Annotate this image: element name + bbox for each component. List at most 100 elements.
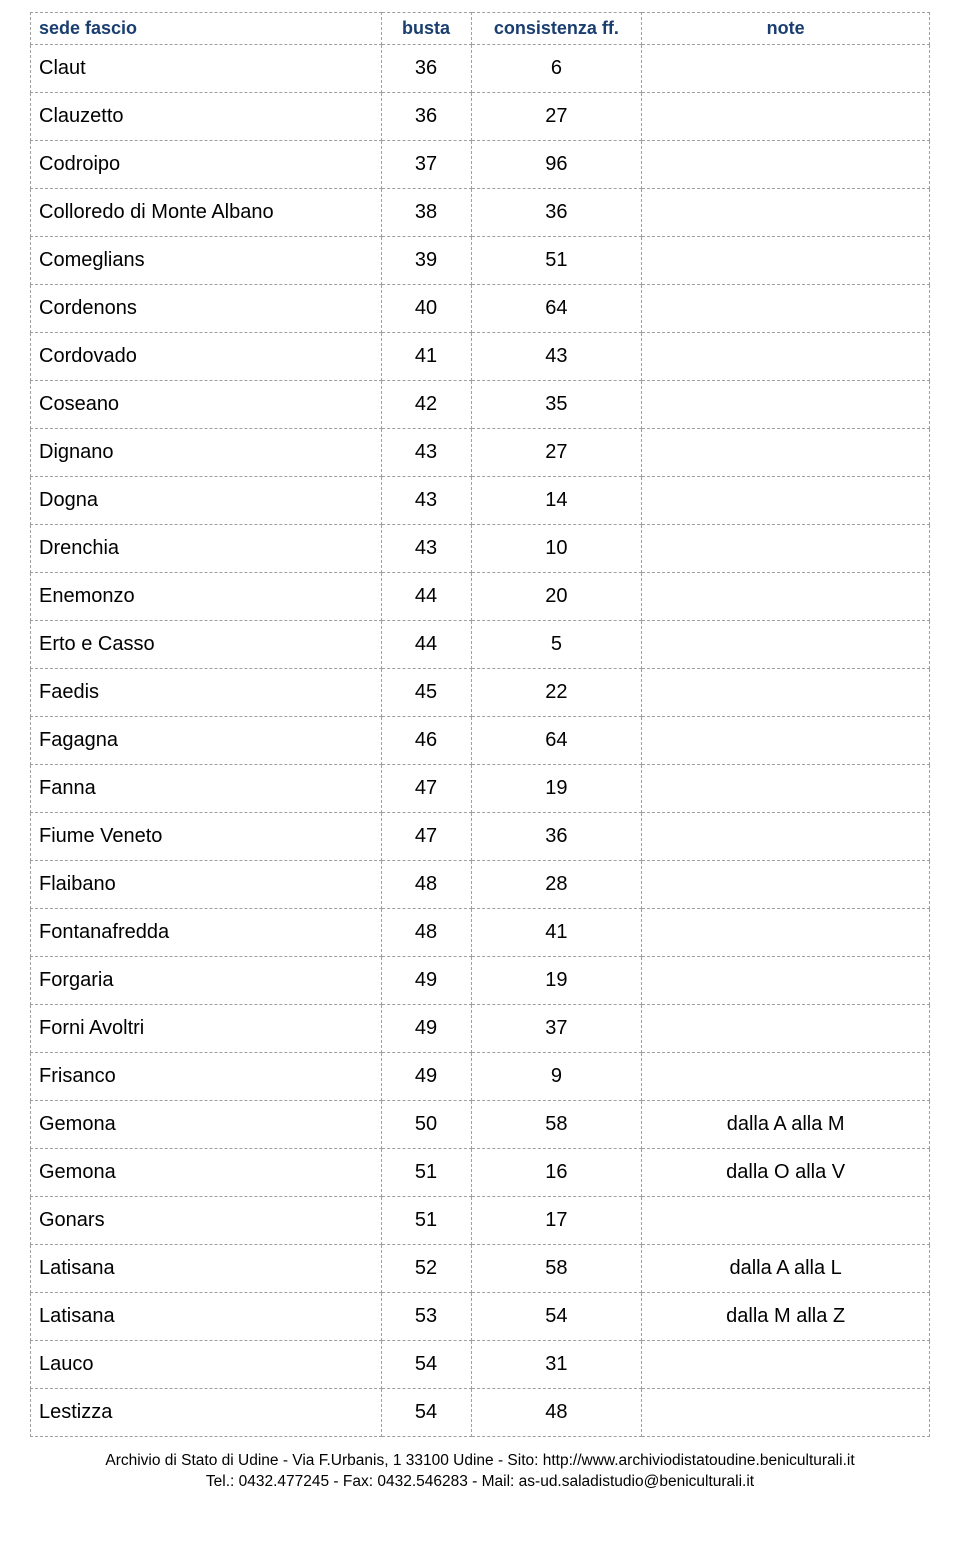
cell-consistenza: 96 <box>471 141 642 189</box>
cell-busta: 36 <box>381 93 471 141</box>
cell-consistenza: 17 <box>471 1197 642 1245</box>
cell-busta: 39 <box>381 237 471 285</box>
cell-consistenza: 5 <box>471 621 642 669</box>
cell-consistenza: 51 <box>471 237 642 285</box>
cell-busta: 53 <box>381 1293 471 1341</box>
cell-busta: 43 <box>381 525 471 573</box>
cell-consistenza: 10 <box>471 525 642 573</box>
table-row: Gonars5117 <box>31 1197 930 1245</box>
table-row: Fanna4719 <box>31 765 930 813</box>
cell-busta: 41 <box>381 333 471 381</box>
table-row: Colloredo di Monte Albano3836 <box>31 189 930 237</box>
cell-consistenza: 19 <box>471 765 642 813</box>
col-header-consistenza: consistenza ff. <box>471 13 642 45</box>
cell-consistenza: 36 <box>471 813 642 861</box>
cell-sede: Forgaria <box>31 957 382 1005</box>
cell-sede: Lestizza <box>31 1389 382 1437</box>
cell-sede: Fagagna <box>31 717 382 765</box>
cell-sede: Coseano <box>31 381 382 429</box>
cell-note <box>642 1389 930 1437</box>
table-row: Coseano4235 <box>31 381 930 429</box>
cell-note <box>642 1005 930 1053</box>
table-row: Gemona5058dalla A alla M <box>31 1101 930 1149</box>
cell-sede: Enemonzo <box>31 573 382 621</box>
cell-sede: Dignano <box>31 429 382 477</box>
table-row: Comeglians3951 <box>31 237 930 285</box>
cell-sede: Clauzetto <box>31 93 382 141</box>
cell-sede: Fontanafredda <box>31 909 382 957</box>
cell-consistenza: 16 <box>471 1149 642 1197</box>
table-row: Cordovado4143 <box>31 333 930 381</box>
cell-busta: 42 <box>381 381 471 429</box>
table-row: Clauzetto3627 <box>31 93 930 141</box>
cell-consistenza: 14 <box>471 477 642 525</box>
page-footer: Archivio di Stato di Udine - Via F.Urban… <box>0 1437 960 1501</box>
cell-consistenza: 41 <box>471 909 642 957</box>
footer-line-1: Archivio di Stato di Udine - Via F.Urban… <box>0 1451 960 1472</box>
cell-note <box>642 621 930 669</box>
table-row: Lestizza5448 <box>31 1389 930 1437</box>
cell-sede: Colloredo di Monte Albano <box>31 189 382 237</box>
cell-consistenza: 58 <box>471 1245 642 1293</box>
cell-note <box>642 717 930 765</box>
col-header-sede: sede fascio <box>31 13 382 45</box>
table-row: Erto e Casso445 <box>31 621 930 669</box>
cell-sede: Fanna <box>31 765 382 813</box>
cell-note <box>642 909 930 957</box>
cell-sede: Latisana <box>31 1245 382 1293</box>
cell-note <box>642 669 930 717</box>
cell-sede: Lauco <box>31 1341 382 1389</box>
table-row: Frisanco499 <box>31 1053 930 1101</box>
cell-consistenza: 20 <box>471 573 642 621</box>
cell-busta: 40 <box>381 285 471 333</box>
cell-consistenza: 9 <box>471 1053 642 1101</box>
page-container: sede fascio busta consistenza ff. note C… <box>0 0 960 1437</box>
cell-sede: Dogna <box>31 477 382 525</box>
cell-consistenza: 27 <box>471 93 642 141</box>
cell-sede: Flaibano <box>31 861 382 909</box>
cell-consistenza: 64 <box>471 285 642 333</box>
cell-note <box>642 429 930 477</box>
cell-busta: 54 <box>381 1389 471 1437</box>
table-row: Drenchia4310 <box>31 525 930 573</box>
cell-consistenza: 22 <box>471 669 642 717</box>
table-row: Faedis4522 <box>31 669 930 717</box>
cell-consistenza: 35 <box>471 381 642 429</box>
table-row: Fagagna4664 <box>31 717 930 765</box>
cell-note <box>642 189 930 237</box>
table-row: Dogna4314 <box>31 477 930 525</box>
footer-line-2: Tel.: 0432.477245 - Fax: 0432.546283 - M… <box>0 1472 960 1493</box>
table-row: Cordenons4064 <box>31 285 930 333</box>
cell-consistenza: 58 <box>471 1101 642 1149</box>
cell-note: dalla A alla L <box>642 1245 930 1293</box>
cell-busta: 47 <box>381 765 471 813</box>
cell-busta: 43 <box>381 477 471 525</box>
cell-sede: Latisana <box>31 1293 382 1341</box>
col-header-busta: busta <box>381 13 471 45</box>
table-header-row: sede fascio busta consistenza ff. note <box>31 13 930 45</box>
cell-busta: 54 <box>381 1341 471 1389</box>
cell-busta: 47 <box>381 813 471 861</box>
cell-consistenza: 19 <box>471 957 642 1005</box>
cell-consistenza: 27 <box>471 429 642 477</box>
cell-sede: Drenchia <box>31 525 382 573</box>
cell-sede: Faedis <box>31 669 382 717</box>
cell-consistenza: 37 <box>471 1005 642 1053</box>
cell-busta: 49 <box>381 957 471 1005</box>
cell-note <box>642 1341 930 1389</box>
cell-consistenza: 43 <box>471 333 642 381</box>
cell-note <box>642 1197 930 1245</box>
cell-sede: Gonars <box>31 1197 382 1245</box>
table-row: Latisana5258dalla A alla L <box>31 1245 930 1293</box>
cell-note <box>642 285 930 333</box>
cell-note <box>642 141 930 189</box>
cell-note <box>642 477 930 525</box>
cell-busta: 51 <box>381 1197 471 1245</box>
cell-busta: 50 <box>381 1101 471 1149</box>
cell-note <box>642 333 930 381</box>
cell-note: dalla M alla Z <box>642 1293 930 1341</box>
cell-busta: 48 <box>381 909 471 957</box>
cell-sede: Comeglians <box>31 237 382 285</box>
cell-busta: 45 <box>381 669 471 717</box>
cell-consistenza: 28 <box>471 861 642 909</box>
